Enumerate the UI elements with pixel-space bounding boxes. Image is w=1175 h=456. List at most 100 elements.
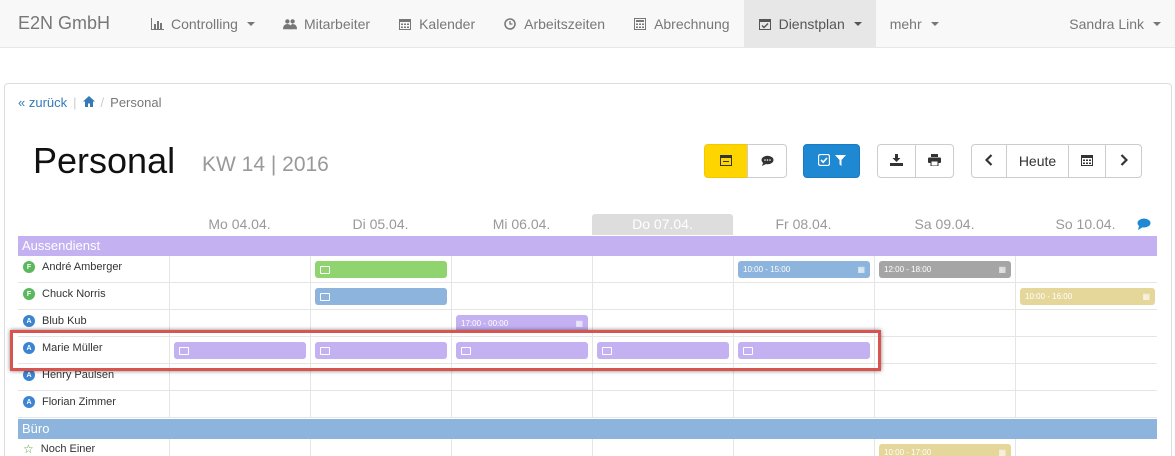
status-badge: A bbox=[23, 315, 35, 327]
calculator-icon bbox=[633, 17, 647, 31]
group-buero: Büro bbox=[18, 419, 1157, 439]
status-badge: F bbox=[23, 288, 35, 300]
day-header-mo: Mo 04.04. bbox=[208, 216, 271, 232]
calendar-icon: ▦ bbox=[998, 448, 1006, 456]
nav-abrechnung[interactable]: Abrechnung bbox=[619, 0, 744, 47]
nav-controlling[interactable]: Controlling bbox=[136, 0, 269, 47]
book-icon bbox=[743, 346, 753, 355]
selection-highlight bbox=[10, 330, 881, 371]
calendar-check-icon bbox=[758, 17, 772, 31]
employee-name[interactable]: A Florian Zimmer bbox=[23, 396, 116, 408]
star-icon: ☆ bbox=[23, 442, 34, 456]
book-icon bbox=[320, 346, 330, 355]
employee-row: F Chuck Norris 10:00 - 16:00 ▦ bbox=[18, 283, 1157, 310]
shift-block[interactable]: 17:00 - 00:00 ▦ bbox=[456, 315, 588, 332]
shift-time: 10:00 - 17:00 bbox=[884, 448, 932, 456]
nav-controlling-label: Controlling bbox=[171, 15, 238, 32]
download-button[interactable] bbox=[877, 144, 916, 178]
bar-chart-icon bbox=[150, 17, 164, 31]
chevron-right-icon bbox=[1120, 153, 1128, 169]
comment-icon[interactable] bbox=[1137, 218, 1151, 233]
shift-time: 12:00 - 18:00 bbox=[884, 265, 932, 274]
employee-row: F André Amberger 10:00 - 15:00 ▦ 12:00 - … bbox=[18, 256, 1157, 283]
nav-dienstplan-label: Dienstplan bbox=[778, 15, 845, 32]
nav-mehr-label: mehr bbox=[889, 15, 922, 32]
shift-block[interactable] bbox=[315, 261, 447, 278]
nav-abrechnung-label: Abrechnung bbox=[654, 15, 730, 32]
employee-label: Blub Kub bbox=[42, 315, 87, 327]
employee-name[interactable]: A Henry Paulsen bbox=[23, 369, 114, 381]
employee-name[interactable]: F Chuck Norris bbox=[23, 288, 106, 300]
breadcrumb: « zurück | / Personal bbox=[18, 95, 161, 110]
print-button[interactable] bbox=[915, 144, 954, 178]
briefcase-icon bbox=[320, 292, 330, 301]
comments-button[interactable] bbox=[747, 144, 787, 178]
shift-block[interactable] bbox=[315, 288, 447, 305]
date-picker-button[interactable] bbox=[1068, 144, 1106, 178]
employee-label: Noch Einer bbox=[40, 443, 96, 455]
status-badge: A bbox=[23, 396, 35, 408]
back-link[interactable]: « zurück bbox=[18, 95, 68, 110]
nav-dienstplan[interactable]: Dienstplan bbox=[743, 0, 876, 47]
shift-block[interactable] bbox=[174, 342, 306, 359]
shift-time: 10:00 - 16:00 bbox=[1025, 292, 1073, 301]
employee-row: A Marie Müller bbox=[18, 337, 1157, 364]
shift-block[interactable] bbox=[315, 342, 447, 359]
shift-block[interactable]: 10:00 - 16:00 ▦ bbox=[1020, 288, 1155, 305]
group-aussendienst: Aussendienst bbox=[18, 236, 1157, 256]
page-title: Personal bbox=[33, 140, 176, 181]
next-week-button[interactable] bbox=[1105, 144, 1142, 178]
breadcrumb-current: Personal bbox=[110, 95, 162, 110]
day-header-do-today: Do 07.04. bbox=[592, 214, 733, 235]
shift-block[interactable] bbox=[456, 342, 588, 359]
user-menu[interactable]: Sandra Link bbox=[1055, 0, 1175, 47]
employee-name[interactable]: ☆ Noch Einer bbox=[23, 442, 95, 456]
download-icon bbox=[890, 153, 903, 169]
today-button[interactable]: Heute bbox=[1006, 144, 1069, 178]
filter-icon bbox=[834, 153, 846, 169]
chevron-down-icon bbox=[1153, 21, 1161, 26]
book-icon bbox=[179, 346, 189, 355]
calendar-icon: ▦ bbox=[1142, 292, 1150, 301]
calendar-icon: ▦ bbox=[575, 319, 583, 328]
filter-button[interactable] bbox=[803, 144, 860, 178]
shift-block[interactable]: 10:00 - 15:00 ▦ bbox=[738, 261, 870, 278]
employee-row: A Florian Zimmer bbox=[18, 391, 1157, 418]
clock-icon bbox=[503, 17, 517, 31]
previous-week-button[interactable] bbox=[971, 144, 1007, 178]
print-icon bbox=[928, 153, 941, 169]
nav-mehr[interactable]: mehr bbox=[876, 0, 953, 47]
nav-mitarbeiter[interactable]: Mitarbeiter bbox=[269, 0, 384, 47]
day-header-fr: Fr 08.04. bbox=[775, 216, 832, 232]
checkbox-icon bbox=[817, 153, 830, 169]
chevron-down-icon bbox=[853, 21, 862, 26]
shift-time: 10:00 - 15:00 bbox=[743, 265, 791, 274]
nav-kalender[interactable]: Kalender bbox=[384, 0, 489, 47]
calendar-icon: ▦ bbox=[998, 265, 1006, 274]
employee-label: Henry Paulsen bbox=[42, 369, 115, 381]
status-badge: F bbox=[23, 261, 35, 273]
day-header-mi: Mi 06.04. bbox=[492, 216, 551, 232]
employee-name[interactable]: A Blub Kub bbox=[23, 315, 87, 327]
shift-time: 17:00 - 00:00 bbox=[461, 319, 509, 328]
calendar-icon bbox=[720, 153, 732, 169]
employee-name[interactable]: F André Amberger bbox=[23, 261, 122, 273]
shift-block[interactable] bbox=[738, 342, 870, 359]
employee-name[interactable]: A Marie Müller bbox=[23, 342, 103, 354]
shift-block[interactable] bbox=[597, 342, 729, 359]
home-icon[interactable] bbox=[82, 95, 95, 110]
breadcrumb-separator: / bbox=[100, 95, 105, 110]
brand-logo[interactable]: E2N GmbH bbox=[18, 13, 111, 33]
comment-icon bbox=[761, 153, 774, 169]
status-badge: A bbox=[23, 369, 35, 381]
employee-label: Chuck Norris bbox=[42, 288, 106, 300]
status-badge: A bbox=[23, 342, 35, 354]
nav-kalender-label: Kalender bbox=[419, 15, 476, 32]
breadcrumb-divider: | bbox=[73, 95, 77, 110]
shift-block[interactable]: 10:00 - 17:00 ▦ bbox=[879, 444, 1011, 456]
nav-arbeitszeiten[interactable]: Arbeitszeiten bbox=[489, 0, 619, 47]
chevron-down-icon bbox=[930, 21, 939, 26]
shift-block[interactable]: 12:00 - 18:00 ▦ bbox=[879, 261, 1011, 278]
calendar-icon bbox=[398, 17, 412, 31]
calendar-view-button[interactable] bbox=[704, 144, 748, 178]
